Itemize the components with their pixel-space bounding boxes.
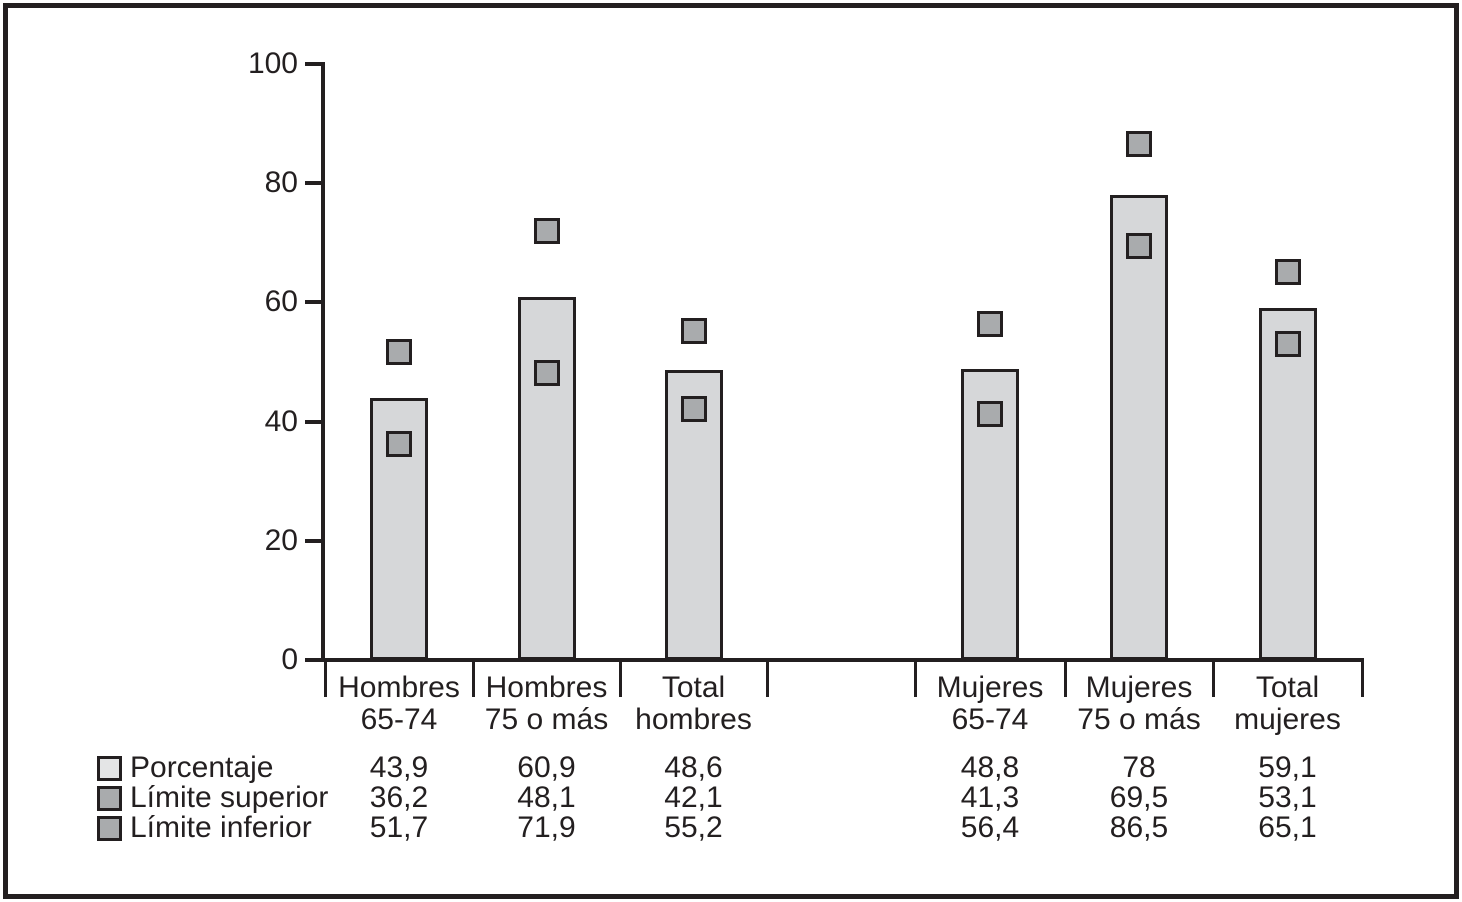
table-value-porcentaje-hombres-75-o-mas: 60,9 [517,751,576,784]
legend-swatch-limite-superior [97,785,122,811]
table-value-porcentaje-mujeres-65-74: 48,8 [960,751,1020,784]
table-value-limite-inferior-total-mujeres: 65,1 [1258,811,1317,844]
table-value-porcentaje-total-mujeres: 59,1 [1258,751,1317,784]
marker-limite-inferior-hombres-75-o-mas [533,218,560,245]
x-axis-tick-0 [323,661,327,697]
y-axis-label-60: 60 [264,285,298,319]
marker-limite-superior-mujeres-65-74 [977,400,1003,427]
x-label-hombres-65-74: Hombres 65-74 [338,671,460,736]
table-value-limite-superior-hombres-75-o-mas: 48,1 [517,781,576,814]
y-axis-label-40: 40 [264,404,298,438]
bar-mujeres-75-o-mas [1110,195,1168,660]
legend-swatch-limite-inferior [97,815,122,841]
table-value-porcentaje-hombres-65-74: 43,9 [369,751,429,784]
x-axis-tick-1 [471,661,475,697]
y-axis-tick-60 [305,300,323,305]
marker-limite-inferior-total-hombres [680,318,707,344]
x-axis-tick-3 [765,661,769,697]
x-axis-tick-5 [1063,661,1067,697]
y-axis-label-20: 20 [264,523,298,557]
legend-label-limite-inferior: Límite inferior [130,811,312,844]
y-axis-label-80: 80 [264,166,298,200]
marker-limite-superior-hombres-65-74 [386,431,412,458]
x-label-mujeres-65-74: Mujeres 65-74 [936,671,1044,736]
y-axis-label-100: 100 [247,47,298,80]
table-value-limite-superior-total-mujeres: 53,1 [1258,781,1317,814]
bar-total-mujeres [1258,307,1317,660]
marker-limite-superior-mujeres-75-o-mas [1126,232,1152,259]
y-axis-label-0: 0 [281,643,298,676]
table-value-limite-superior-total-hombres: 42,1 [664,781,723,814]
marker-limite-inferior-mujeres-75-o-mas [1126,131,1152,158]
marker-limite-inferior-total-mujeres [1274,259,1301,285]
legend-swatch-porcentaje [97,755,122,781]
table-value-limite-superior-hombres-65-74: 36,2 [369,781,429,814]
legend-label-limite-superior: Límite superior [130,781,329,814]
x-label-total-mujeres: Total mujeres [1234,671,1341,736]
y-axis-tick-40 [305,419,323,424]
marker-limite-inferior-mujeres-65-74 [977,310,1003,337]
table-value-limite-inferior-total-hombres: 55,2 [664,811,723,844]
x-label-hombres-75-o-mas: Hombres 75 o más [484,671,609,736]
table-value-limite-superior-mujeres-65-74: 41,3 [960,781,1020,814]
y-axis-tick-80 [305,181,323,186]
marker-limite-inferior-hombres-65-74 [386,338,412,365]
table-value-limite-inferior-mujeres-65-74: 56,4 [960,811,1020,844]
marker-limite-superior-hombres-75-o-mas [533,360,560,387]
y-axis-line [321,62,325,662]
y-axis-tick-100 [305,62,323,66]
table-value-limite-inferior-mujeres-75-o-mas: 86,5 [1109,811,1169,844]
x-axis-tick-6 [1211,661,1215,697]
bar-hombres-75-o-mas [517,297,576,660]
table-value-porcentaje-total-hombres: 48,6 [664,751,723,784]
table-value-porcentaje-mujeres-75-o-mas: 78 [1122,751,1156,784]
legend-table: Porcentaje 43,9 60,9 48,6 48,8 78 59,1 Límite s… [0,740,1462,860]
marker-limite-superior-total-hombres [680,396,707,423]
legend-label-porcentaje: Porcentaje [130,751,274,784]
table-value-limite-inferior-hombres-65-74: 51,7 [369,811,429,844]
table-value-limite-inferior-hombres-75-o-mas: 71,9 [517,811,576,844]
x-axis-tick-2 [618,661,622,697]
x-label-total-hombres: Total hombres [635,671,752,736]
x-axis-tick-4 [913,661,917,697]
y-axis-tick-0 [305,658,323,662]
x-label-mujeres-75-o-mas: Mujeres 75 o más [1077,671,1201,736]
table-value-limite-superior-mujeres-75-o-mas: 69,5 [1109,781,1169,814]
marker-limite-superior-total-mujeres [1274,330,1301,357]
x-axis-line [321,658,1364,662]
y-axis-tick-20 [305,538,323,543]
x-axis-tick-7 [1360,661,1364,697]
